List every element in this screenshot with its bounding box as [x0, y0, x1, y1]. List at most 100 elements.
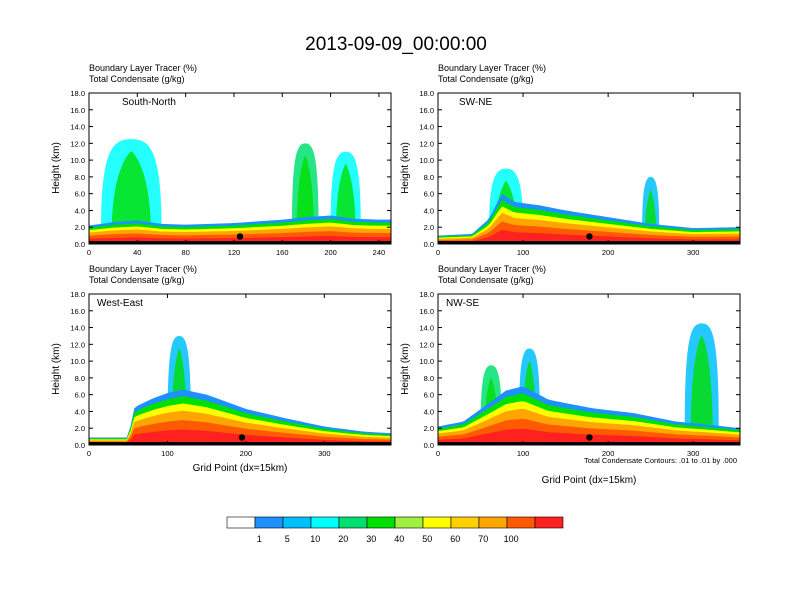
colorbar-label: 5 [285, 534, 290, 544]
y-tick-label: 2.0 [424, 424, 434, 433]
y-tick-label: 12.0 [419, 340, 434, 349]
terrain [89, 241, 391, 244]
plot-area: 0.0 2.0 4.0 6.0 8.0 10.0 12.0 14.0 16.0 18.0 0 100 2… [419, 290, 741, 458]
terrain [89, 442, 391, 445]
y-tick-label: 14.0 [70, 324, 85, 333]
y-tick-label: 8.0 [424, 374, 434, 383]
y-tick-label: 12.0 [70, 340, 85, 349]
y-tick-label: 6.0 [424, 190, 434, 199]
y-tick-label: 8.0 [75, 173, 85, 182]
panel-label: West-East [97, 298, 143, 309]
x-tick-label: 0 [87, 449, 91, 458]
x-tick-label: 200 [240, 449, 253, 458]
colorbar-swatch [450, 516, 480, 529]
plot-frame [88, 293, 392, 446]
plot-area: 0.0 2.0 4.0 6.0 8.0 10.0 12.0 14.0 16.0 18.0 0 40 80… [70, 89, 392, 257]
x-tick-label: 300 [318, 449, 331, 458]
legend-line2: Total Condensate (g/kg) [438, 74, 534, 84]
x-tick-label: 100 [517, 449, 530, 458]
tracer-plume-core [690, 335, 713, 429]
y-tick-label: 2.0 [424, 223, 434, 232]
colorbar-swatch [394, 516, 424, 529]
y-tick-label: 18.0 [419, 89, 434, 98]
y-tick-label: 6.0 [75, 391, 85, 400]
y-tick-label: 14.0 [419, 324, 434, 333]
colorbar-label: 40 [394, 534, 404, 544]
y-axis-label: Height (km) [51, 343, 62, 395]
x-tick-label: 40 [133, 248, 141, 257]
surface-marker [586, 233, 593, 240]
colorbar-swatch [366, 516, 396, 529]
x-tick-label: 200 [324, 248, 337, 257]
x-tick-label: 80 [181, 248, 189, 257]
colorbar-label: 70 [478, 534, 488, 544]
figure-title: 2013-09-09_00:00:00 [305, 34, 487, 55]
y-tick-label: 18.0 [70, 290, 85, 299]
y-tick-label: 2.0 [75, 424, 85, 433]
y-tick-label: 18.0 [419, 290, 434, 299]
colorbar-label: 1 [257, 534, 262, 544]
terrain [438, 241, 740, 244]
surface-marker [238, 434, 246, 441]
y-tick-label: 12.0 [419, 139, 434, 148]
legend-line2: Total Condensate (g/kg) [89, 74, 185, 84]
x-tick-label: 100 [161, 449, 174, 458]
surface-marker [586, 434, 593, 441]
panel-south-north: Boundary Layer Tracer (%) Total Condensa… [51, 63, 392, 257]
y-tick-label: 4.0 [75, 206, 85, 215]
x-tick-label: 0 [436, 449, 440, 458]
colorbar-swatch [282, 516, 312, 529]
panel-label: NW-SE [446, 298, 479, 309]
colorbar-swatch [254, 516, 284, 529]
x-tick-label: 0 [87, 248, 91, 257]
colorbar: 1 5 10 20 30 40 50 60 70 100 [226, 516, 564, 544]
plot-frame [437, 92, 741, 245]
plot-frame [88, 92, 392, 245]
colorbar-label: 10 [310, 534, 320, 544]
colorbar-swatch [422, 516, 452, 529]
x-axis-label: Grid Point (dx=15km) [193, 463, 288, 474]
panel-label: SW-NE [459, 97, 492, 108]
colorbar-label: 30 [366, 534, 376, 544]
x-tick-label: 200 [602, 449, 615, 458]
contour-info-text: Total Condensate Contours: .01 to .01 by… [584, 456, 737, 465]
colorbar-swatch [534, 516, 564, 529]
y-tick-label: 0.0 [75, 441, 85, 450]
legend-line1: Boundary Layer Tracer (%) [438, 63, 546, 73]
x-tick-label: 300 [687, 248, 700, 257]
colorbar-label: 20 [338, 534, 348, 544]
y-axis-label: Height (km) [400, 142, 411, 194]
surface-marker [236, 233, 244, 240]
tracer-plume-core [296, 155, 314, 228]
y-tick-label: 10.0 [70, 156, 85, 165]
y-tick-label: 16.0 [70, 106, 85, 115]
x-tick-label: 160 [276, 248, 289, 257]
colorbar-swatch [478, 516, 508, 529]
y-tick-label: 6.0 [75, 190, 85, 199]
y-tick-label: 4.0 [424, 206, 434, 215]
y-tick-label: 10.0 [70, 357, 85, 366]
colorbar-swatch [310, 516, 340, 529]
tracer-plume-core [645, 188, 657, 228]
y-tick-label: 14.0 [419, 123, 434, 132]
colorbar-swatch [338, 516, 368, 529]
colorbar-swatch [226, 516, 256, 529]
legend-line2: Total Condensate (g/kg) [438, 275, 534, 285]
y-tick-label: 12.0 [70, 139, 85, 148]
tracer-plume-core [111, 151, 151, 228]
y-axis-label: Height (km) [51, 142, 62, 194]
y-tick-label: 16.0 [70, 307, 85, 316]
panel-sw-ne: Boundary Layer Tracer (%) Total Condensa… [400, 63, 741, 257]
y-tick-label: 18.0 [70, 89, 85, 98]
legend-line1: Boundary Layer Tracer (%) [89, 264, 197, 274]
y-tick-label: 8.0 [424, 173, 434, 182]
y-tick-label: 10.0 [419, 357, 434, 366]
y-tick-label: 14.0 [70, 123, 85, 132]
legend-line1: Boundary Layer Tracer (%) [89, 63, 197, 73]
panel-label: South-North [122, 97, 176, 108]
plot-frame [437, 293, 741, 446]
panel-nw-se: Boundary Layer Tracer (%) Total Condensa… [400, 264, 741, 486]
x-tick-label: 240 [373, 248, 386, 257]
y-tick-label: 0.0 [75, 240, 85, 249]
